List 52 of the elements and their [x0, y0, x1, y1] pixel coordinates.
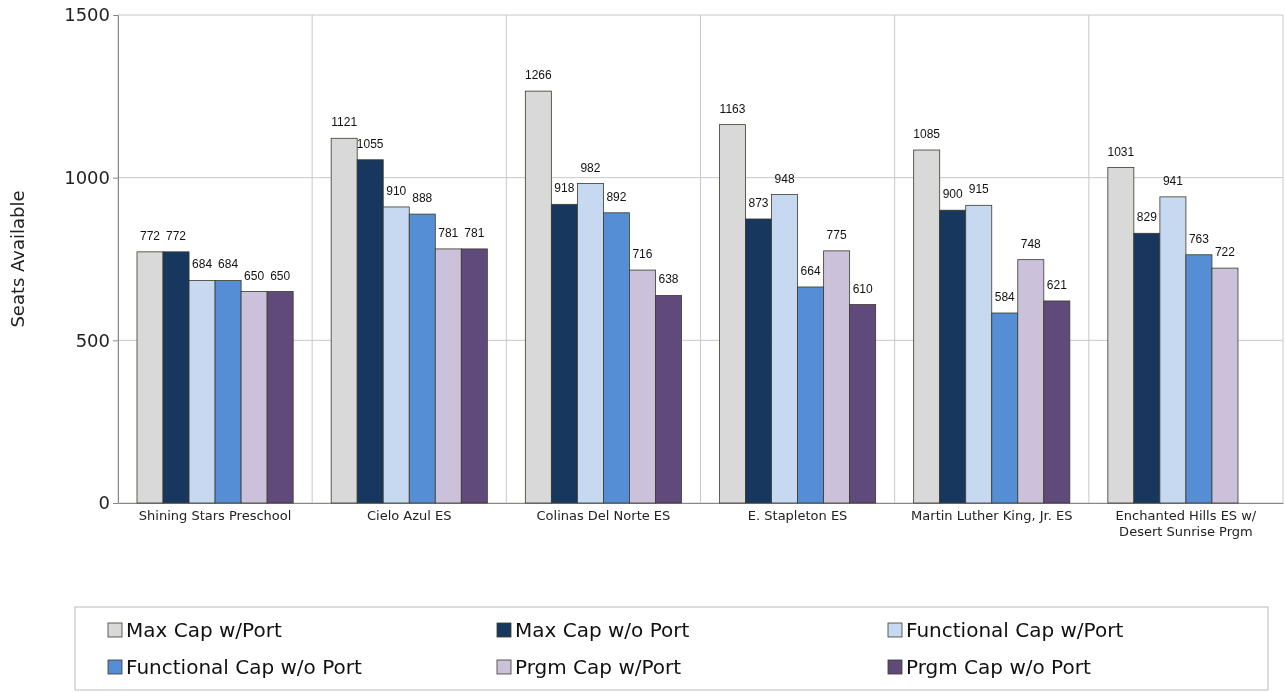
- x-tick-label: Colinas Del Norte ES: [536, 508, 671, 524]
- data-label: 716: [632, 247, 653, 262]
- data-label: 775: [826, 227, 847, 242]
- data-label: 888: [412, 191, 433, 206]
- data-label: 1031: [1107, 144, 1135, 159]
- data-label: 915: [968, 182, 990, 197]
- data-label: 684: [192, 257, 213, 272]
- data-label: 748: [1020, 236, 1042, 251]
- data-label: 722: [1214, 245, 1236, 260]
- x-tick-label: Cielo Azul ES: [366, 508, 452, 524]
- data-label: 1055: [356, 136, 384, 151]
- data-label: 781: [438, 225, 459, 240]
- data-label: 941: [1162, 173, 1184, 188]
- data-label: 772: [166, 228, 187, 243]
- x-tick-label: Enchanted Hills ES w/ Desert Sunrise Prgm: [1115, 508, 1257, 539]
- data-label: 948: [774, 171, 795, 186]
- data-label: 829: [1136, 210, 1158, 225]
- data-label: 684: [218, 257, 239, 272]
- data-label: 610: [852, 281, 873, 296]
- legend-label: Max Cap w/o Port: [515, 618, 690, 642]
- data-label: 650: [244, 268, 265, 283]
- data-label: 982: [580, 160, 601, 175]
- data-label: 638: [658, 272, 679, 287]
- data-label: 621: [1046, 277, 1068, 292]
- y-tick-label: 1500: [64, 4, 110, 26]
- x-tick-label: E. Stapleton ES: [747, 508, 848, 524]
- legend-label: Prgm Cap w/Port: [515, 655, 682, 679]
- legend-label: Prgm Cap w/o Port: [906, 655, 1091, 679]
- y-tick-label: 1000: [64, 166, 110, 188]
- data-label: 1121: [331, 115, 358, 130]
- y-axis-title: Seats Available: [7, 190, 28, 328]
- data-label: 918: [554, 181, 575, 196]
- legend-label: Functional Cap w/o Port: [126, 655, 363, 679]
- data-label: 772: [140, 228, 161, 243]
- data-label: 892: [606, 189, 627, 204]
- x-tick-label: Martin Luther King, Jr. ES: [911, 508, 1073, 524]
- data-label: 873: [748, 195, 769, 210]
- y-tick-label: 500: [75, 329, 110, 351]
- y-tick-label: 0: [98, 492, 110, 514]
- data-label: 1085: [913, 127, 941, 142]
- data-label: 664: [800, 263, 821, 278]
- legend-label: Max Cap w/Port: [126, 618, 282, 642]
- data-label: 763: [1188, 231, 1210, 246]
- data-label: 584: [994, 290, 1016, 305]
- data-label: 910: [386, 183, 407, 198]
- legend-label: Functional Cap w/Port: [906, 618, 1124, 642]
- data-label: 781: [464, 225, 485, 240]
- data-label: 1266: [525, 68, 553, 83]
- x-tick-label: Shining Stars Preschool: [138, 508, 292, 524]
- data-label: 650: [270, 268, 291, 283]
- data-label: 900: [942, 187, 964, 202]
- data-label: 1163: [719, 101, 746, 116]
